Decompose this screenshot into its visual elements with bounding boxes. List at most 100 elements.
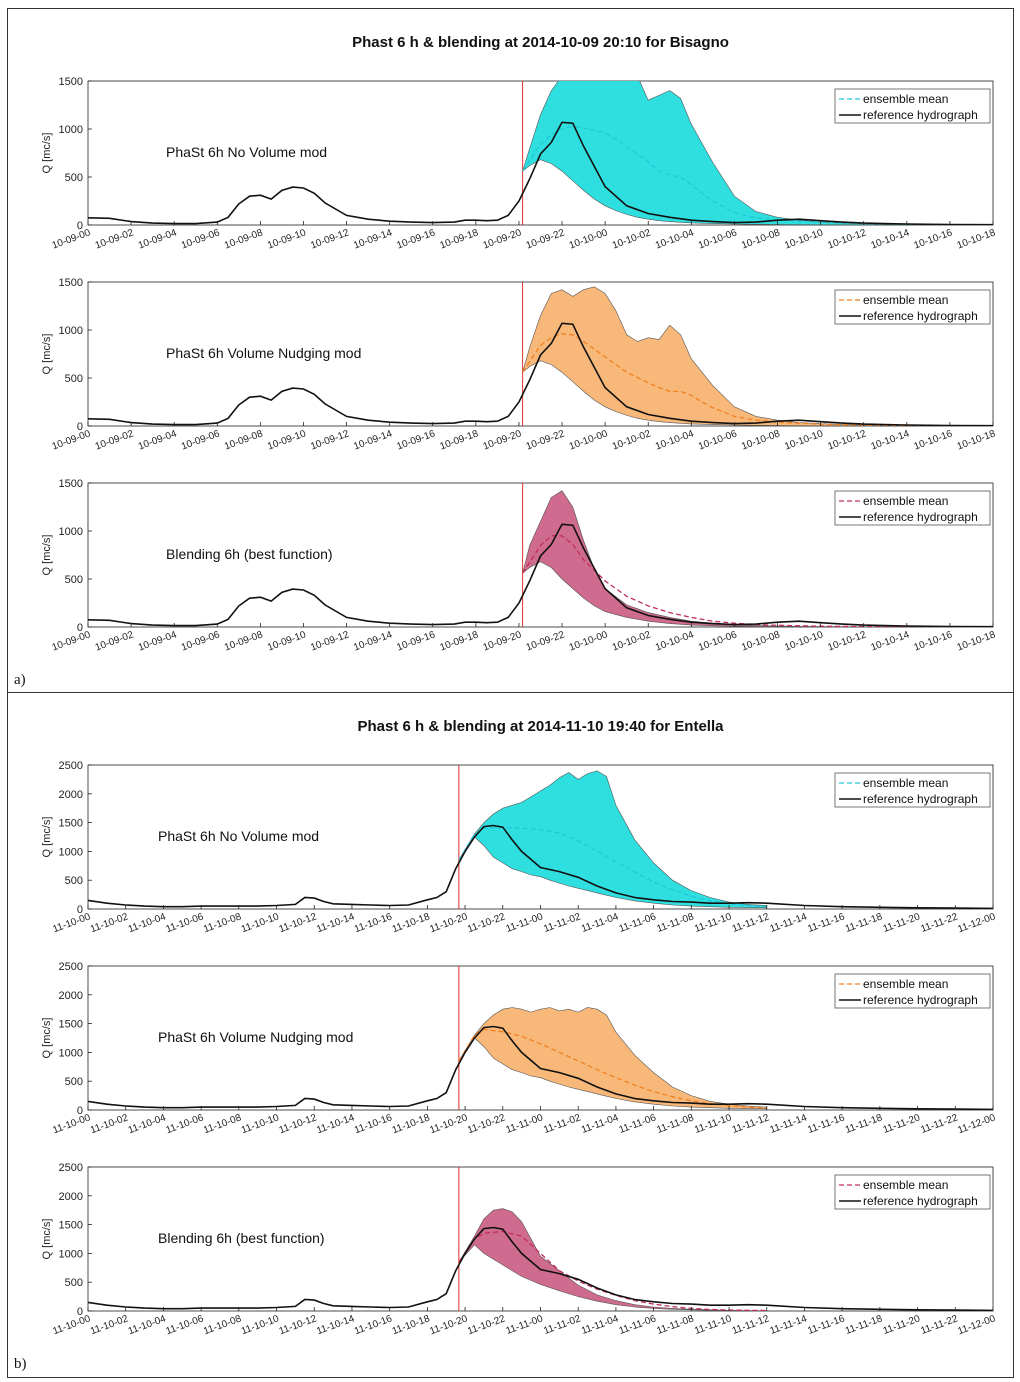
x-tick-label: 10-09-02 bbox=[94, 428, 136, 452]
x-tick-label: 10-10-18 bbox=[956, 629, 998, 653]
x-tick-label: 11-11-10 bbox=[693, 1112, 733, 1136]
y-axis-label: Q [mc/s] bbox=[41, 1219, 53, 1260]
y-tick-label: 1500 bbox=[59, 76, 83, 88]
x-tick-label: 11-10-06 bbox=[164, 911, 205, 935]
x-tick-label: 11-10-12 bbox=[278, 911, 319, 935]
x-tick-label: 11-11-18 bbox=[844, 1313, 884, 1337]
x-tick-label: 10-09-22 bbox=[525, 629, 567, 653]
x-tick-label: 11-10-12 bbox=[278, 1112, 319, 1136]
legend: ensemble mean reference hydrograph bbox=[834, 289, 991, 325]
y-axis-label: Q [mc/s] bbox=[41, 334, 53, 375]
y-tick-label: 2500 bbox=[59, 1162, 83, 1174]
legend: ensemble mean reference hydrograph bbox=[834, 772, 991, 808]
x-tick-label: 11-10-16 bbox=[353, 1112, 394, 1136]
y-tick-label: 1500 bbox=[59, 277, 83, 289]
x-tick-label: 10-10-18 bbox=[956, 227, 998, 251]
figure-panel-a: Phast 6 h & blending at 2014-10-09 20:10… bbox=[7, 8, 1014, 694]
chart-title: Phast 6 h & blending at 2014-10-09 20:10… bbox=[352, 34, 729, 51]
x-tick-label: 11-10-04 bbox=[127, 911, 168, 935]
legend-label-ensemble-mean: ensemble mean bbox=[863, 776, 948, 790]
y-tick-label: 1500 bbox=[59, 818, 83, 830]
x-tick-label: 10-09-20 bbox=[482, 629, 524, 653]
x-tick-label: 11-11-00 bbox=[505, 1112, 545, 1136]
y-tick-label: 2000 bbox=[59, 1191, 83, 1203]
y-tick-label: 2500 bbox=[59, 760, 83, 772]
x-tick-label: 10-10-18 bbox=[956, 428, 998, 452]
x-tick-label: 11-10-10 bbox=[240, 1112, 281, 1136]
x-tick-label: 10-09-18 bbox=[439, 428, 481, 452]
x-tick-label: 10-09-22 bbox=[525, 227, 567, 251]
x-tick-label: 11-11-02 bbox=[542, 911, 582, 935]
subplot-annotation: Blending 6h (best function) bbox=[158, 1230, 325, 1246]
x-tick-label: 11-11-12 bbox=[731, 1313, 771, 1337]
x-tick-label: 11-11-08 bbox=[655, 1112, 695, 1136]
x-tick-label: 11-11-20 bbox=[882, 1313, 922, 1337]
legend: ensemble mean reference hydrograph bbox=[834, 490, 991, 526]
x-tick-label: 11-10-12 bbox=[278, 1313, 319, 1337]
legend-label-reference: reference hydrograph bbox=[863, 993, 978, 1007]
y-axis-label: Q [mc/s] bbox=[41, 535, 53, 576]
y-tick-label: 500 bbox=[65, 574, 83, 586]
legend-label-reference: reference hydrograph bbox=[863, 792, 978, 806]
chart-panel-b: Phast 6 h & blending at 2014-11-10 19:40… bbox=[41, 718, 997, 1337]
x-tick-label: 11-10-08 bbox=[202, 911, 243, 935]
x-tick-label: 10-09-02 bbox=[94, 629, 136, 653]
x-tick-label: 11-10-10 bbox=[240, 1313, 281, 1337]
x-tick-label: 10-09-08 bbox=[223, 629, 265, 653]
x-tick-label: 10-09-20 bbox=[482, 428, 524, 452]
x-tick-label: 11-11-16 bbox=[806, 1112, 846, 1136]
y-axis-label: Q [mc/s] bbox=[41, 133, 53, 174]
x-tick-label: 11-10-08 bbox=[202, 1313, 243, 1337]
reference-hydrograph-line bbox=[88, 523, 993, 627]
x-tick-label: 11-12-00 bbox=[956, 911, 997, 935]
x-tick-label: 10-10-16 bbox=[913, 629, 955, 653]
x-tick-label: 11-10-00 bbox=[51, 911, 92, 935]
x-tick-label: 10-09-12 bbox=[309, 227, 351, 251]
x-tick-label: 10-09-06 bbox=[180, 227, 222, 251]
x-tick-label: 10-10-04 bbox=[654, 227, 696, 251]
legend: ensemble mean reference hydrograph bbox=[834, 88, 991, 124]
x-tick-label: 11-10-00 bbox=[51, 1112, 92, 1136]
x-tick-label: 11-11-08 bbox=[655, 1313, 695, 1337]
legend: ensemble mean reference hydrograph bbox=[834, 973, 991, 1009]
reference-hydrograph-line bbox=[88, 1025, 993, 1110]
x-tick-label: 11-10-18 bbox=[391, 1112, 432, 1136]
y-tick-label: 500 bbox=[65, 1076, 83, 1088]
chart-panel-a: Phast 6 h & blending at 2014-10-09 20:10… bbox=[41, 34, 998, 654]
x-tick-label: 10-09-20 bbox=[482, 227, 524, 251]
x-tick-label: 11-10-20 bbox=[428, 1313, 469, 1337]
subplot-annotation: Blending 6h (best function) bbox=[166, 546, 333, 562]
x-tick-label: 11-11-00 bbox=[505, 911, 545, 935]
figure-panel-b: Phast 6 h & blending at 2014-11-10 19:40… bbox=[7, 692, 1014, 1378]
subplot-annotation: PhaSt 6h Volume Nudging mod bbox=[158, 1029, 353, 1045]
x-tick-label: 10-10-06 bbox=[697, 227, 739, 251]
x-tick-label: 11-11-02 bbox=[542, 1313, 582, 1337]
legend-label-reference: reference hydrograph bbox=[863, 1194, 978, 1208]
y-tick-label: 1000 bbox=[59, 526, 83, 538]
x-tick-label: 11-12-00 bbox=[956, 1112, 997, 1136]
legend-label-ensemble-mean: ensemble mean bbox=[863, 293, 948, 307]
y-tick-label: 1000 bbox=[59, 1248, 83, 1260]
ensemble-mean-line bbox=[522, 333, 950, 426]
x-tick-label: 11-11-08 bbox=[655, 911, 695, 935]
x-tick-label: 10-09-04 bbox=[137, 428, 179, 452]
x-tick-label: 11-10-04 bbox=[127, 1313, 168, 1337]
x-tick-label: 10-10-00 bbox=[568, 428, 610, 452]
x-tick-label: 10-09-04 bbox=[137, 227, 179, 251]
x-tick-label: 10-10-12 bbox=[826, 428, 868, 452]
x-tick-label: 11-11-22 bbox=[919, 1313, 959, 1337]
y-tick-label: 0 bbox=[77, 622, 83, 634]
x-tick-label: 11-11-10 bbox=[693, 1313, 733, 1337]
x-tick-label: 10-09-02 bbox=[94, 227, 136, 251]
reference-hydrograph-line bbox=[88, 824, 993, 909]
y-tick-label: 500 bbox=[65, 1277, 83, 1289]
x-tick-label: 10-10-14 bbox=[869, 428, 911, 452]
x-tick-label: 10-10-08 bbox=[740, 629, 782, 653]
x-tick-label: 11-10-14 bbox=[315, 1313, 356, 1337]
x-tick-label: 10-09-18 bbox=[439, 629, 481, 653]
x-tick-label: 11-10-16 bbox=[353, 911, 394, 935]
